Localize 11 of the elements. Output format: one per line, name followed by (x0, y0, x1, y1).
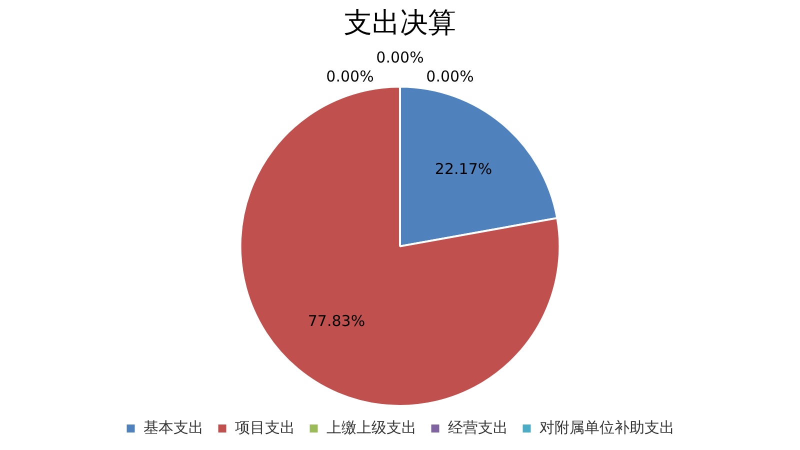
chart-title: 支出决算 (344, 6, 456, 40)
text: 0.00% (426, 67, 474, 86)
legend-label: 对附属单位补助支出 (539, 418, 674, 436)
data-label: 22.17% (434, 160, 492, 178)
legend-label: 项目支出 (234, 418, 295, 436)
text: 0.00% (326, 67, 374, 86)
legend-label: 经营支出 (448, 418, 508, 436)
text: 0.00% (376, 48, 424, 66)
legend-label: 基本支出 (143, 418, 204, 436)
legend-label: 上缴上级支出 (326, 418, 416, 436)
data-label: 77.83% (308, 312, 366, 330)
